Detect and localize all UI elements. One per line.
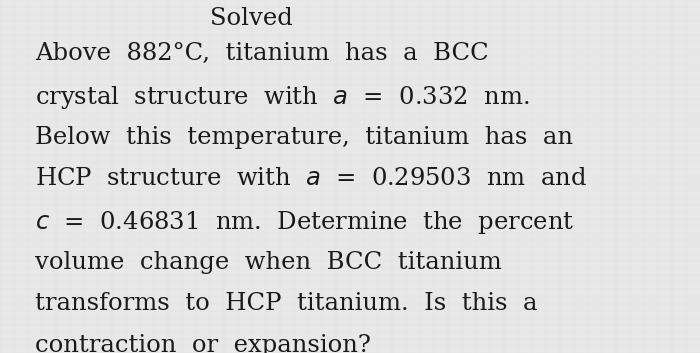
Text: transforms  to  HCP  titanium.  Is  this  a: transforms to HCP titanium. Is this a	[35, 292, 538, 315]
Text: HCP  structure  with  $a$  =  0.29503  nm  and: HCP structure with $a$ = 0.29503 nm and	[35, 167, 587, 190]
Text: $c$  =  0.46831  nm.  Determine  the  percent: $c$ = 0.46831 nm. Determine the percent	[35, 209, 574, 236]
Text: volume  change  when  BCC  titanium: volume change when BCC titanium	[35, 251, 502, 274]
Text: Solved: Solved	[210, 7, 293, 30]
Text: crystal  structure  with  $a$  =  0.332  nm.: crystal structure with $a$ = 0.332 nm.	[35, 84, 529, 111]
Text: Above  882°C,  titanium  has  a  BCC: Above 882°C, titanium has a BCC	[35, 42, 489, 65]
Text: contraction  or  expansion?: contraction or expansion?	[35, 334, 371, 353]
Text: Below  this  temperature,  titanium  has  an: Below this temperature, titanium has an	[35, 126, 573, 149]
